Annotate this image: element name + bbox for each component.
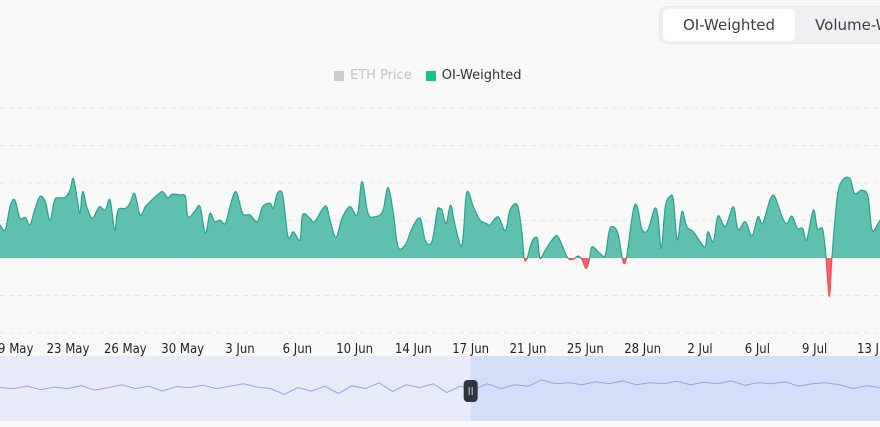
x-tick-label: 28 Jun (624, 342, 661, 357)
x-tick-label: 6 Jun (283, 342, 312, 357)
x-tick-label: 6 Jul (745, 342, 770, 357)
legend-item-eth-price[interactable]: ETH Price (334, 68, 412, 83)
x-tick-label: 2 Jul (687, 342, 712, 357)
x-tick-label: 21 Jun (510, 342, 547, 357)
chart-legend: ETH Price OI-Weighted (334, 68, 536, 83)
x-tick-label: 9 Jul (802, 342, 827, 357)
x-tick-label: 13 Jul (857, 342, 880, 357)
navigator[interactable] (0, 356, 880, 421)
x-tick-label: 23 May (47, 342, 90, 357)
handle-body (463, 380, 478, 402)
navigator-selection (470, 356, 880, 421)
x-tick-label: 26 May (104, 342, 147, 357)
legend-swatch (425, 70, 436, 81)
x-axis-labels: 19 May 23 May 26 May 30 May 3 Jun 6 Jun 10 Jun… (0, 342, 880, 357)
navigator-price-line (0, 379, 880, 396)
weighting-tabs: OI-Weighted Volume-W (659, 6, 880, 44)
positive-area (0, 177, 880, 258)
x-tick-label: 3 Jun (225, 342, 254, 357)
drag-handle-icon[interactable] (463, 380, 478, 402)
series-area (0, 176, 880, 298)
legend-label: OI-Weighted (441, 68, 522, 83)
x-tick-label: 14 Jun (395, 342, 432, 357)
legend-swatch (334, 70, 344, 81)
legend-label: ETH Price (350, 68, 412, 83)
tab-oi-weighted[interactable]: OI-Weighted (663, 9, 796, 41)
x-tick-label: 30 May (161, 342, 204, 357)
tab-volume-weighted[interactable]: Volume-W (815, 16, 880, 34)
x-tick-label: 25 Jun (567, 342, 604, 357)
x-tick-label: 19 May (0, 342, 33, 357)
legend-item-oi-weighted[interactable]: OI-Weighted (425, 68, 522, 83)
x-tick-label: 17 Jun (452, 342, 489, 357)
x-tick-label: 10 Jun (336, 342, 373, 357)
positive-line (0, 176, 880, 258)
